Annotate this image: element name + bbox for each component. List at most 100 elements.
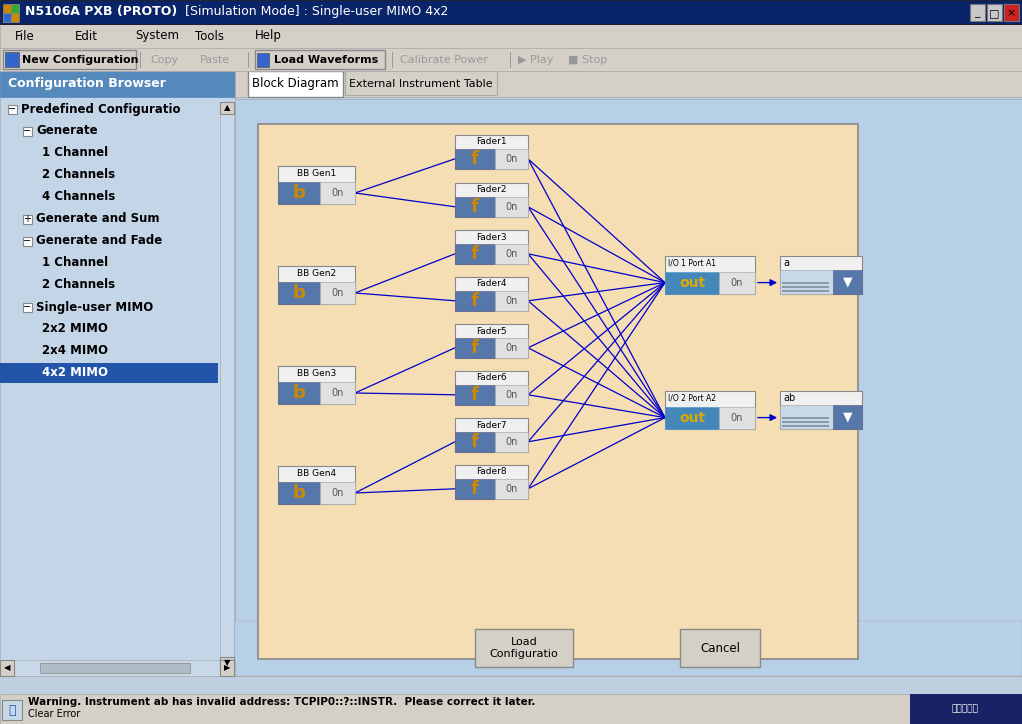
Text: 0n: 0n (505, 249, 518, 259)
Text: 0n: 0n (505, 484, 518, 494)
Bar (0, 660, 235, 676)
Bar (0, 48, 1022, 71)
Text: out: out (679, 411, 705, 425)
Bar (680, 629, 760, 667)
Bar (475, 629, 573, 667)
Text: 0n: 0n (505, 343, 518, 353)
Bar (11, 4, 19, 13)
Text: ▼: ▼ (224, 659, 230, 668)
Bar (320, 182, 355, 204)
Bar (455, 149, 495, 169)
Text: a: a (783, 258, 789, 268)
Text: −: − (24, 126, 32, 136)
Bar (455, 371, 528, 405)
Bar (278, 266, 355, 304)
Bar (833, 405, 862, 429)
Bar (495, 291, 528, 311)
Text: Load Waveforms: Load Waveforms (274, 55, 378, 65)
Bar (495, 244, 528, 264)
Bar (3, 13, 11, 22)
Bar (320, 282, 355, 304)
Bar (235, 621, 1022, 676)
Text: 1 Channel: 1 Channel (42, 256, 108, 269)
Bar (782, 286, 829, 288)
Bar (665, 407, 719, 429)
Bar (455, 230, 528, 264)
Bar (3, 50, 136, 69)
Text: −: − (24, 302, 32, 312)
Bar (495, 338, 528, 358)
Text: I/O 2 Port A2: I/O 2 Port A2 (668, 394, 716, 403)
Bar (455, 418, 528, 452)
Text: ▼: ▼ (843, 411, 852, 424)
Bar (495, 149, 528, 169)
Text: b: b (292, 184, 306, 202)
Text: f: f (471, 198, 479, 216)
Text: Fader1: Fader1 (476, 138, 507, 146)
Text: 0n: 0n (731, 278, 743, 288)
Text: 4 Channels: 4 Channels (42, 190, 115, 203)
Text: ■ Stop: ■ Stop (568, 55, 607, 65)
Bar (782, 425, 829, 427)
Bar (780, 391, 862, 429)
Bar (220, 104, 234, 669)
Bar (0, 0, 1022, 24)
Bar (780, 405, 833, 429)
Bar (24, 237, 32, 246)
Text: 2x2 MIMO: 2x2 MIMO (42, 322, 108, 335)
Text: ▶: ▶ (224, 663, 230, 673)
Bar (910, 694, 1022, 724)
Bar (278, 482, 320, 504)
Bar (320, 382, 355, 404)
Bar (248, 71, 343, 97)
Bar (455, 324, 528, 358)
Bar (970, 4, 985, 21)
Bar (665, 391, 755, 429)
Text: 0n: 0n (731, 413, 743, 423)
Text: Calibrate Power: Calibrate Power (400, 55, 487, 65)
Text: ×: × (1007, 8, 1016, 18)
Text: 0n: 0n (505, 437, 518, 447)
Bar (780, 270, 833, 294)
Bar (455, 183, 528, 217)
Text: 2 Channels: 2 Channels (42, 169, 115, 182)
Bar (257, 53, 269, 67)
Text: Load
Configuratio: Load Configuratio (490, 637, 558, 659)
Bar (495, 197, 528, 217)
Bar (278, 182, 320, 204)
Text: System: System (135, 30, 179, 43)
Text: ▼: ▼ (843, 276, 852, 288)
Text: Clear Error: Clear Error (28, 709, 81, 719)
Text: 2 Channels: 2 Channels (42, 279, 115, 292)
Text: File: File (15, 30, 35, 43)
Text: Generate and Sum: Generate and Sum (36, 213, 159, 225)
Text: f: f (471, 292, 479, 310)
Bar (455, 432, 495, 452)
Text: New Configuration: New Configuration (22, 55, 139, 65)
Bar (278, 382, 320, 404)
Text: External Instrument Table: External Instrument Table (350, 79, 493, 89)
Bar (495, 432, 528, 452)
Text: Configuration Browser: Configuration Browser (8, 77, 166, 90)
Text: 0n: 0n (331, 288, 343, 298)
Text: f: f (471, 480, 479, 498)
Bar (0, 71, 235, 676)
Bar (235, 99, 1022, 669)
Bar (40, 663, 190, 673)
Text: Copy: Copy (150, 55, 178, 65)
Text: Fader7: Fader7 (476, 421, 507, 429)
Bar (780, 256, 862, 294)
Bar (0, 24, 1022, 48)
Text: −: − (8, 104, 16, 114)
Bar (495, 479, 528, 499)
Text: Fader5: Fader5 (476, 327, 507, 335)
Bar (278, 466, 355, 504)
Bar (235, 71, 1022, 676)
Text: [Simulation Mode] : Single-user MIMO 4x2: [Simulation Mode] : Single-user MIMO 4x2 (185, 6, 449, 19)
Bar (455, 465, 528, 499)
Text: +: + (24, 214, 32, 224)
Text: 0n: 0n (505, 202, 518, 212)
Bar (719, 272, 755, 294)
Text: Paste: Paste (200, 55, 230, 65)
Text: out: out (679, 276, 705, 290)
